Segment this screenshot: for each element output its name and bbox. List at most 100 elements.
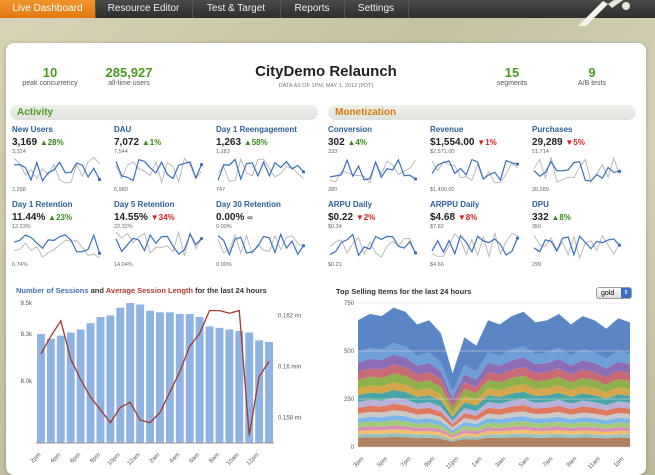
metric-name: Day 1 Retention [12,200,73,209]
metric-name: New Users [12,125,53,134]
y-tick-left: 8.3k [21,332,33,338]
tab-reports[interactable]: Reports [280,0,345,18]
session-bar [106,315,115,443]
sparkline-endpoint [413,177,418,181]
metric-low: 280 [328,187,338,193]
metric-tile[interactable]: ARPPU Daily $4.68 ▼8% $7.82 $4.66 [430,200,526,270]
x-tick-label: 9pm [424,456,436,468]
x-tick-label: 5am [518,456,530,468]
kpi-value: 10 [42,65,58,80]
metric-low: 299 [532,262,542,268]
kpi-value: 285,927 [105,65,153,80]
sparkline [115,230,204,256]
sparkline [13,233,102,259]
session-bar [86,323,95,443]
sparkline-previous [217,233,304,255]
metric-delta: ▼5% [565,138,585,147]
title-connector: and [88,286,106,295]
metric-tile[interactable]: DAU 7,072 ▲1% 7,544 6,980 [114,125,210,195]
metric-tile[interactable]: ARPU Daily $0.22 ▼2% $0.34 $0.21 [328,200,424,270]
metric-name: Day 5 Retention [114,200,175,209]
session-bar [225,329,234,443]
x-tick-label: 6am [189,452,201,464]
x-tick-label: 4pm [50,452,62,464]
metric-tile[interactable]: Purchases 29,289 ▼5% 51,714 20,289 [532,125,628,195]
x-tick-label: 3am [495,456,507,468]
dashboard-card: 10 peak concurrency 285,927 all-time use… [6,43,646,475]
tab-resource-editor[interactable]: Resource Editor [95,0,193,18]
sparkline-endpoint [97,251,102,256]
sparkline-previous [329,159,416,184]
x-tick-label: 1pm [613,456,625,468]
sparkline-current [13,233,101,254]
metric-high: 22.32% [114,224,133,230]
x-tick-label: 3pm [353,456,365,468]
sparkline-endpoint [199,163,204,167]
sparkline-previous [431,161,518,184]
metric-tile[interactable]: Day 30 Retention 0.00% ∞ 0.00% 0.00% [216,200,312,270]
kpi-peak-concurrency: 10 peak concurrency [6,65,94,87]
metric-low: 14.04% [114,262,133,268]
metric-value: 29,289 [532,137,563,148]
sparkline-current [13,160,101,183]
session-bar [46,338,55,443]
session-bar [205,326,214,443]
sparkline [533,234,622,260]
tab-settings[interactable]: Settings [344,0,409,18]
metric-high: 333 [328,149,338,155]
metric-tile[interactable]: Conversion 302 ▲4% 333 280 [328,125,424,195]
metric-name: DAU [114,125,132,134]
sparkline-endpoint [199,236,204,241]
sparkline [217,157,306,182]
session-bar [215,327,224,443]
sparkline-previous [115,157,202,185]
metric-low: 6.74% [12,262,28,268]
metric-high: 350 [532,224,542,230]
sparkline [329,233,418,258]
kpi-label: A/B tests [577,80,606,87]
sparkline-current [115,158,203,182]
metric-name: ARPPU Daily [430,200,480,209]
top-selling-chart: 0 250 500 750 3pm 5pm 7pm 9pm 11pm 1am 3am 5am 7am 9a… [344,301,630,471]
metric-tile[interactable]: Day 5 Retention 14.55% ▼34% 22.32% 14.04… [114,200,210,270]
metric-tile[interactable]: Day 1 Reengagement 1,263 ▲58% 1,283 747 [216,125,312,195]
item-select-dropdown[interactable]: gold ⇕ [596,287,632,299]
metric-delta: ▼2% [355,213,376,222]
tab-live-dashboard[interactable]: Live Dashboard [0,0,96,18]
item-area [358,410,630,431]
y-tick-right: 0.16 min [278,365,301,371]
y-tick-label: 0 [351,445,355,451]
metric-tile[interactable]: DPU 332 ▲8% 350 299 [532,200,628,270]
session-bar [116,307,125,443]
tab-test-target[interactable]: Test & Target [192,0,281,18]
x-tick-label: 1am [471,456,483,468]
x-tick-label: 10pm [107,452,122,467]
metric-tile[interactable]: Revenue $1,554.00 ▼1% $2,571.00 $1,490.0… [430,125,526,195]
x-tick-label: 8pm [89,452,101,464]
sessions-label: Number of Sessions [16,286,89,295]
y-tick-label: 250 [344,397,355,403]
sparkline-endpoint [301,244,306,248]
metric-delta: ▲8% [551,213,571,222]
sparkline-endpoint [413,251,418,255]
sparkline-previous [13,239,100,259]
kpi-label: segments [496,80,528,87]
metric-high: 7,544 [114,149,128,155]
metric-low: 6,980 [114,187,128,193]
metric-high: 51,714 [532,149,549,155]
metric-value: $1,554.00 [430,137,475,148]
metric-name: Day 30 Retention [216,200,281,209]
session-bar [126,303,135,443]
chevron-updown-icon: ⇕ [621,288,631,298]
sparkline-current [431,234,519,256]
metric-tile[interactable]: New Users 3,169 ▲28% 3,324 2,298 [12,125,108,195]
metric-value: 14.55% [114,212,148,223]
x-tick-label: 11pm [445,456,460,471]
y-tick-left: 8.5k [21,301,33,307]
sparkline-previous [217,157,304,182]
metric-tile[interactable]: Day 1 Retention 11.44% ▲23% 12.23% 6.74% [12,200,108,270]
brand-logo-icon [578,0,630,26]
data-timestamp: DATA AS OF 1PM, MAY 1, 2012 (PDT) [278,83,374,89]
item-area [358,420,630,436]
item-area [358,403,630,428]
